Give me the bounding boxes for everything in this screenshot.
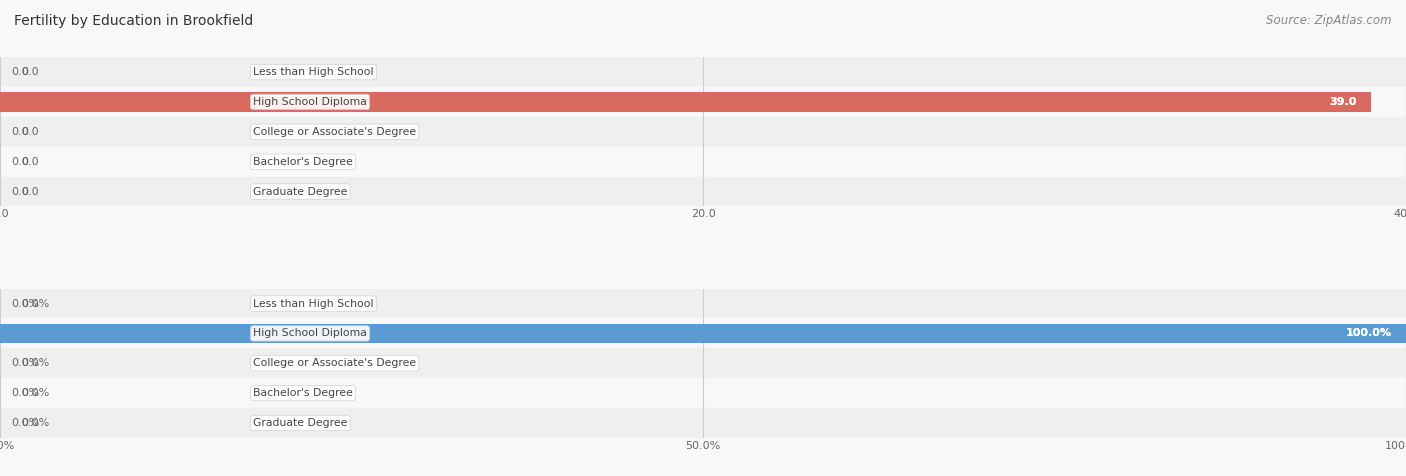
Text: 0.0: 0.0 (11, 157, 30, 167)
Text: 0.0%: 0.0% (11, 298, 39, 308)
Text: High School Diploma: High School Diploma (253, 328, 367, 338)
Text: 0.0%: 0.0% (11, 388, 39, 398)
Text: 0.0: 0.0 (21, 127, 39, 137)
Text: Source: ZipAtlas.com: Source: ZipAtlas.com (1267, 14, 1392, 27)
Bar (0, 147, 1406, 177)
Bar (0, 288, 1406, 318)
Text: Bachelor's Degree: Bachelor's Degree (253, 157, 353, 167)
Text: 0.0%: 0.0% (21, 298, 49, 308)
Text: 0.0: 0.0 (21, 157, 39, 167)
Text: 0.0%: 0.0% (21, 418, 49, 428)
Bar (0, 378, 1406, 408)
Text: Graduate Degree: Graduate Degree (253, 187, 347, 197)
Text: Less than High School: Less than High School (253, 298, 374, 308)
Bar (0, 92, 1371, 112)
Text: 39.0: 39.0 (1330, 97, 1357, 107)
Bar (0, 324, 1406, 343)
Bar (0, 318, 1406, 348)
Text: Bachelor's Degree: Bachelor's Degree (253, 388, 353, 398)
Text: Less than High School: Less than High School (253, 67, 374, 77)
Text: 100.0%: 100.0% (1346, 328, 1392, 338)
Text: College or Associate's Degree: College or Associate's Degree (253, 358, 416, 368)
Text: 100.0%: 100.0% (1346, 328, 1392, 338)
Text: 0.0%: 0.0% (21, 358, 49, 368)
Text: 0.0: 0.0 (21, 187, 39, 197)
Bar (0, 348, 1406, 378)
Text: 0.0%: 0.0% (21, 388, 49, 398)
Text: 0.0%: 0.0% (11, 418, 39, 428)
Text: 0.0: 0.0 (21, 67, 39, 77)
Text: 0.0%: 0.0% (11, 358, 39, 368)
Bar (0, 57, 1406, 87)
Text: High School Diploma: High School Diploma (253, 97, 367, 107)
Text: 0.0: 0.0 (11, 187, 30, 197)
Bar (0, 408, 1406, 438)
Text: Graduate Degree: Graduate Degree (253, 418, 347, 428)
Text: College or Associate's Degree: College or Associate's Degree (253, 127, 416, 137)
Bar (0, 177, 1406, 207)
Text: 0.0: 0.0 (11, 127, 30, 137)
Text: 0.0: 0.0 (11, 67, 30, 77)
Bar (0, 117, 1406, 147)
Bar (0, 87, 1406, 117)
Text: 39.0: 39.0 (1330, 97, 1357, 107)
Text: Fertility by Education in Brookfield: Fertility by Education in Brookfield (14, 14, 253, 28)
